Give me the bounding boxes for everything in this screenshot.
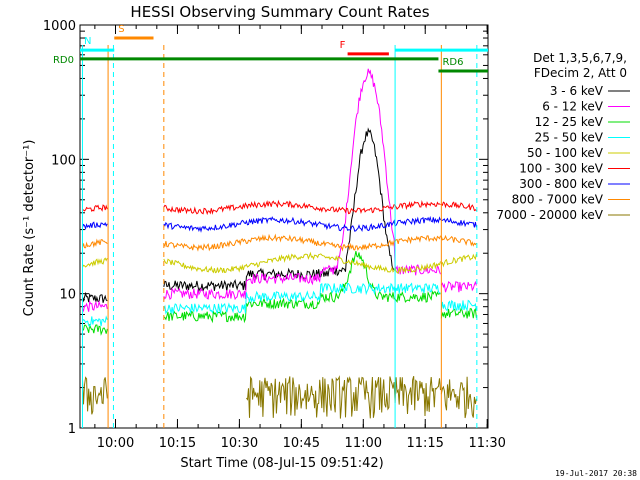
- series-line-segment: [440, 234, 477, 247]
- series-12-25kev: [82, 251, 477, 336]
- series-line-segment: [82, 376, 108, 415]
- series-line-segment: [163, 199, 441, 216]
- legend-label: 3 - 6 keV: [550, 84, 604, 98]
- series-line-segment: [82, 315, 108, 328]
- series-line-segment: [82, 221, 108, 231]
- x-tick-label: 10:45: [283, 436, 320, 451]
- legend-label: 100 - 300 keV: [519, 162, 603, 176]
- flag-label: S: [118, 24, 124, 35]
- series-25-50kev: [82, 281, 477, 328]
- series-line-segment: [82, 204, 108, 213]
- legend-header-2: FDecim 2, Att 0: [534, 66, 627, 80]
- y-tick-label: 1000: [43, 19, 76, 34]
- series-line-segment: [440, 253, 477, 268]
- series-line-segment: [441, 217, 477, 228]
- footer-date: 19-Jul-2017 20:38: [555, 469, 637, 478]
- x-tick-label: 10:15: [159, 436, 196, 451]
- x-tick-label: 10:30: [221, 436, 258, 451]
- series-line-segment: [440, 280, 477, 293]
- legend-label: 12 - 25 keV: [535, 115, 604, 129]
- legend-label: 50 - 100 keV: [527, 146, 604, 160]
- x-tick-label: 11:30: [468, 436, 505, 451]
- y-tick-label: 10: [59, 288, 76, 303]
- flag-label: RD6: [442, 57, 463, 68]
- series-line-segment: [163, 233, 441, 252]
- legend-label: 800 - 7000 keV: [512, 193, 604, 207]
- y-tick-label: 100: [51, 153, 76, 168]
- series-300-800kev: [82, 215, 477, 233]
- series-line-segment: [163, 127, 395, 293]
- legend-header-1: Det 1,3,5,6,7,9,: [533, 51, 627, 65]
- plot-frame: [79, 24, 489, 429]
- legend-label: 25 - 50 keV: [535, 131, 604, 145]
- series-line-segment: [440, 299, 477, 312]
- series-line-segment: [246, 375, 441, 419]
- series-line-segment: [82, 291, 108, 303]
- series-line-segment: [163, 251, 441, 324]
- series-line-segment: [82, 257, 108, 268]
- series-line-segment: [163, 68, 441, 301]
- series-line-segment: [163, 281, 441, 315]
- series-line-segment: [440, 307, 477, 319]
- series-line-segment: [82, 299, 108, 313]
- flag-label: N: [84, 36, 91, 47]
- flag-label: RD0: [53, 55, 74, 66]
- x-tick-label: 10:00: [97, 436, 134, 451]
- y-axis-label: Count Rate (s⁻¹ detector⁻¹): [22, 140, 37, 317]
- series-line-segment: [440, 201, 477, 212]
- series-800-7000kev: [82, 233, 477, 252]
- y-tick-label: 1: [68, 422, 76, 437]
- series-3-6kev: [82, 127, 477, 429]
- x-axis-label: Start Time (08-Jul-15 09:51:42): [180, 456, 383, 471]
- flag-label: F: [340, 40, 346, 51]
- series-line-segment: [82, 238, 108, 249]
- series-50-100kev: [82, 251, 477, 274]
- series-line-segment: [440, 376, 477, 419]
- series-line-segment: [163, 251, 441, 274]
- series-line-segment: [82, 324, 108, 336]
- legend-label: 6 - 12 keV: [542, 100, 604, 114]
- x-tick-label: 11:00: [345, 436, 382, 451]
- series-6-12kev: [82, 68, 477, 313]
- legend-label: 7000 - 20000 keV: [496, 208, 603, 222]
- chart-title: HESSI Observing Summary Count Rates: [130, 3, 429, 21]
- x-tick-label: 11:15: [406, 436, 443, 451]
- series-line-segment: [163, 215, 441, 233]
- series-100-300kev: [82, 199, 477, 216]
- series-7000-20000kev: [82, 375, 477, 419]
- legend-label: 300 - 800 keV: [519, 177, 603, 191]
